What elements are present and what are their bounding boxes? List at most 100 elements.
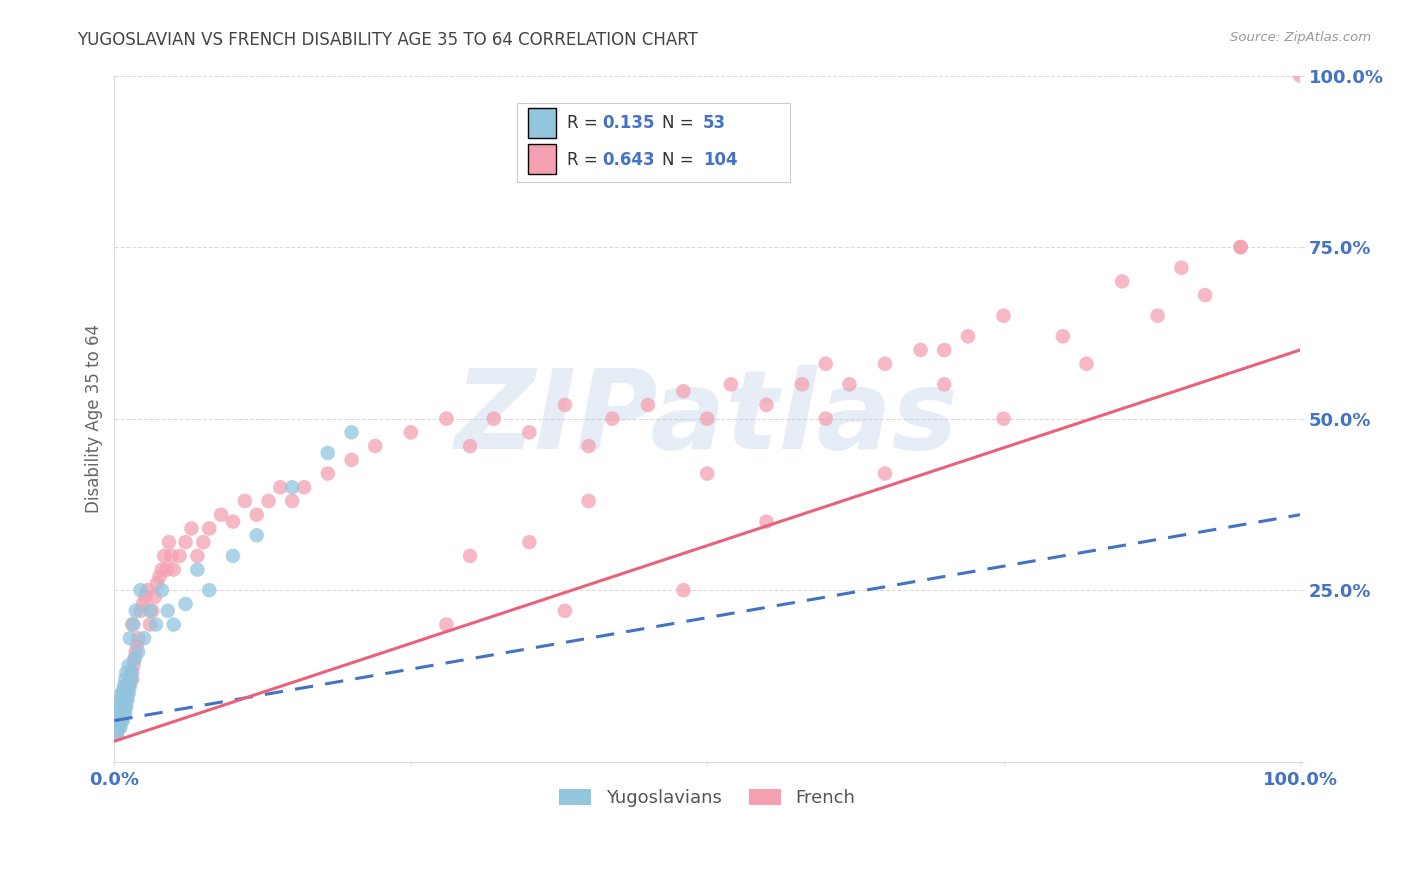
Point	[637, 398, 659, 412]
Point	[269, 480, 291, 494]
Point	[246, 528, 269, 542]
Point	[246, 508, 269, 522]
Text: Source: ZipAtlas.com: Source: ZipAtlas.com	[1230, 31, 1371, 45]
Point	[125, 645, 148, 659]
Point	[118, 632, 141, 646]
Point	[110, 699, 132, 714]
Point	[993, 309, 1015, 323]
Point	[157, 535, 180, 549]
Point	[720, 377, 742, 392]
Point	[193, 535, 215, 549]
Point	[153, 549, 176, 563]
Point	[578, 439, 600, 453]
Point	[108, 699, 131, 714]
Point	[150, 583, 173, 598]
Y-axis label: Disability Age 35 to 64: Disability Age 35 to 64	[86, 324, 103, 513]
Point	[434, 617, 457, 632]
Point	[1229, 240, 1251, 254]
Point	[186, 563, 208, 577]
Point	[115, 699, 138, 714]
Point	[186, 549, 208, 563]
Point	[105, 714, 128, 728]
Point	[180, 521, 202, 535]
Point	[1194, 288, 1216, 302]
Point	[120, 665, 142, 680]
Point	[169, 549, 191, 563]
Point	[117, 686, 139, 700]
Point	[155, 563, 177, 577]
Point	[554, 398, 576, 412]
Point	[517, 425, 540, 440]
Point	[110, 699, 132, 714]
Point	[125, 604, 148, 618]
Point	[257, 494, 280, 508]
Point	[115, 679, 138, 693]
Point	[117, 658, 139, 673]
Point	[107, 721, 129, 735]
Point	[233, 494, 256, 508]
Point	[111, 699, 134, 714]
Point	[125, 638, 148, 652]
Point	[124, 652, 146, 666]
Point	[873, 357, 896, 371]
Point	[108, 721, 131, 735]
Point	[105, 727, 128, 741]
Point	[127, 645, 149, 659]
Point	[110, 693, 132, 707]
Point	[1111, 274, 1133, 288]
Point	[114, 673, 136, 687]
Point	[118, 679, 141, 693]
Point	[112, 706, 135, 721]
Point	[910, 343, 932, 357]
Point	[129, 604, 152, 618]
Point	[110, 721, 132, 735]
Point	[814, 411, 837, 425]
Point	[108, 714, 131, 728]
Point	[209, 508, 232, 522]
Point	[1146, 309, 1168, 323]
Point	[121, 617, 143, 632]
Point	[115, 665, 138, 680]
Point	[838, 377, 860, 392]
Point	[121, 673, 143, 687]
Point	[114, 693, 136, 707]
Point	[340, 452, 363, 467]
Point	[121, 665, 143, 680]
Point	[316, 446, 339, 460]
Point	[148, 569, 170, 583]
Point	[814, 357, 837, 371]
Point	[790, 377, 813, 392]
Point	[112, 679, 135, 693]
Text: YUGOSLAVIAN VS FRENCH DISABILITY AGE 35 TO 64 CORRELATION CHART: YUGOSLAVIAN VS FRENCH DISABILITY AGE 35 …	[77, 31, 699, 49]
Point	[111, 714, 134, 728]
Point	[139, 617, 162, 632]
Point	[107, 706, 129, 721]
Text: ZIPatlas: ZIPatlas	[456, 365, 959, 472]
Point	[696, 467, 718, 481]
Point	[672, 583, 695, 598]
Point	[112, 699, 135, 714]
Point	[104, 727, 127, 741]
Point	[198, 521, 221, 535]
Point	[127, 632, 149, 646]
Point	[117, 686, 139, 700]
Point	[107, 721, 129, 735]
Point	[458, 439, 481, 453]
Point	[122, 658, 145, 673]
Point	[104, 721, 127, 735]
Point	[150, 563, 173, 577]
Point	[222, 515, 245, 529]
Point	[108, 699, 131, 714]
Point	[134, 590, 156, 604]
Point	[110, 693, 132, 707]
Point	[111, 693, 134, 707]
Point	[146, 576, 169, 591]
Point	[554, 604, 576, 618]
Point	[117, 679, 139, 693]
Point	[672, 384, 695, 399]
Point	[115, 686, 138, 700]
Point	[124, 652, 146, 666]
Point	[110, 714, 132, 728]
Point	[602, 411, 624, 425]
Point	[112, 686, 135, 700]
